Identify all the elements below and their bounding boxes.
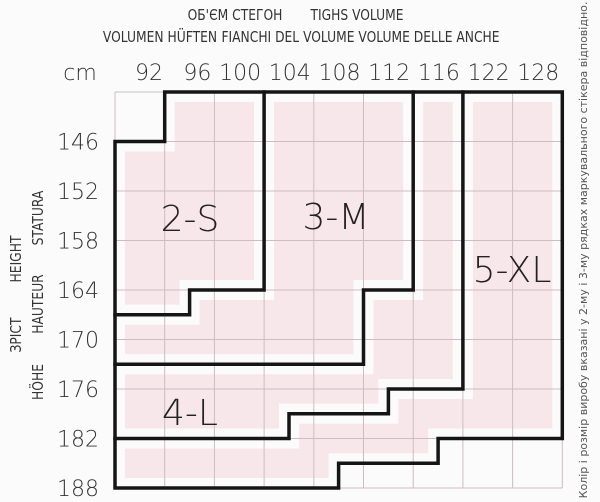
header-de: VOLUMEN HÜFTEN bbox=[103, 27, 217, 47]
header-it: FIANCHI DEL VOLUME bbox=[221, 29, 354, 46]
header-en: TIGHS VOLUME bbox=[310, 7, 404, 24]
hip-tick-label: 112 bbox=[368, 61, 410, 86]
outline-2s-3m bbox=[113, 90, 266, 317]
hip-tick-label: 128 bbox=[517, 61, 559, 86]
hip-tick-label: 100 bbox=[219, 61, 261, 86]
unit-label: cm bbox=[63, 61, 97, 86]
hip-tick-label: 96 bbox=[183, 61, 211, 86]
height-tick-label: 176 bbox=[57, 378, 99, 403]
outline-3m-4l bbox=[113, 90, 415, 367]
size-outlines bbox=[113, 90, 565, 490]
height-tick-label: 152 bbox=[57, 180, 99, 205]
hip-tick-label: 122 bbox=[468, 61, 510, 86]
header-uk: ОБ'ЄМ СТЕГОН bbox=[188, 7, 283, 24]
outline-4l-5xl bbox=[113, 90, 465, 441]
height-label-en: HEIGHT bbox=[8, 235, 25, 282]
hip-tick-label: 116 bbox=[418, 61, 460, 86]
height-tick-labels: 146 152 158 164 170 176 182 188 bbox=[57, 131, 99, 502]
height-tick-label: 146 bbox=[57, 131, 99, 156]
outline-outer bbox=[113, 90, 565, 490]
height-tick-label: 164 bbox=[57, 279, 99, 304]
hip-tick-label: 108 bbox=[319, 61, 361, 86]
height-tick-label: 188 bbox=[57, 477, 99, 502]
size-label-2s: 2-S bbox=[161, 199, 220, 240]
hip-tick-label: 104 bbox=[269, 61, 311, 86]
note-text: Колір і розмір виробу вказані у 2-му і 3… bbox=[577, 2, 590, 499]
height-tick-label: 182 bbox=[57, 428, 99, 453]
size-label-3m: 3-M bbox=[303, 197, 370, 238]
size-label-4l: 4-L bbox=[162, 393, 218, 434]
height-label-uk: ЗРІСТ bbox=[8, 317, 25, 353]
hip-tick-label: 92 bbox=[135, 61, 163, 86]
height-tick-label: 170 bbox=[57, 329, 99, 354]
height-label-fr: HAUTEUR bbox=[30, 274, 47, 334]
height-label-de: HÖHE bbox=[28, 364, 48, 400]
height-label-it: STATURA bbox=[30, 190, 47, 245]
height-tick-label: 158 bbox=[57, 230, 99, 255]
header-it2: VOLUME DELLE ANCHE bbox=[358, 29, 499, 46]
hip-tick-labels: 92 96 100 104 108 112 116 122 128 bbox=[135, 61, 559, 86]
size-label-5xl: 5-XL bbox=[473, 250, 552, 291]
